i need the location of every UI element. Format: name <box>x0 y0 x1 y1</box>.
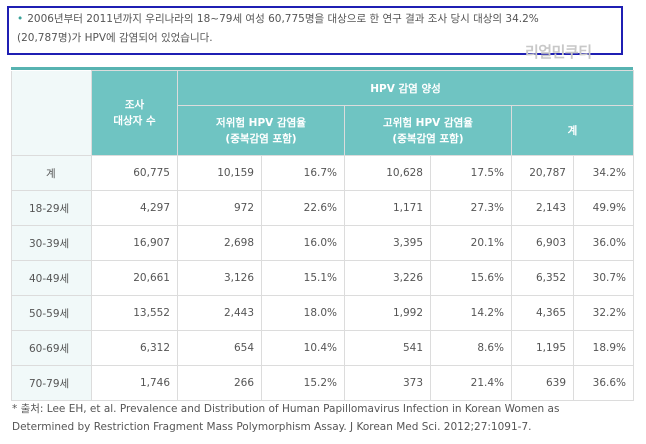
cell-high-count: 3,226 <box>344 260 431 296</box>
cell-low-percent: 15.2% <box>261 365 345 401</box>
cell-subjects: 1,746 <box>91 365 178 401</box>
cell-high-percent: 14.2% <box>430 295 512 331</box>
cell-total-percent: 18.9% <box>572 330 635 366</box>
cell-high-count: 3,395 <box>344 225 431 261</box>
cell-high-percent: 20.1% <box>430 225 512 261</box>
hpv-table-container: 조사 대상자 수 HPV 감염 양성 저위험 HPV 감염율 (중복감염 포함)… <box>11 67 635 401</box>
summary-note-box: • 2006년부터 2011년까지 우리나라의 18~79세 여성 60,775명… <box>7 6 623 55</box>
cell-total-percent: 32.2% <box>572 295 635 331</box>
cell-low-count: 10,159 <box>177 155 262 191</box>
cell-high-percent: 27.3% <box>430 190 512 226</box>
bullet-icon: • <box>17 13 24 25</box>
cell-low-count: 654 <box>177 330 262 366</box>
header-row-1: 조사 대상자 수 HPV 감염 양성 <box>11 70 635 156</box>
blog-watermark: 리얼민쿠티 <box>525 43 592 61</box>
cell-high-count: 541 <box>344 330 431 366</box>
cell-high-count: 1,171 <box>344 190 431 226</box>
cell-subjects: 13,552 <box>91 295 178 331</box>
source-line-1: * 출처: Lee EH, et al. Prevalence and Dist… <box>12 403 560 415</box>
header-high-risk: 고위험 HPV 감염율 (중복감염 포함) <box>344 105 512 156</box>
cell-high-percent: 15.6% <box>430 260 512 296</box>
cell-low-count: 266 <box>177 365 262 401</box>
cell-subjects: 16,907 <box>91 225 178 261</box>
cell-low-percent: 16.7% <box>261 155 345 191</box>
row-label: 30-39세 <box>11 225 92 261</box>
header-subjects: 조사 대상자 수 <box>91 70 178 156</box>
header-corner-cell <box>11 70 92 156</box>
table-row: 60-69세 6,312 654 10.4% 541 8.6% 1,195 18… <box>11 330 635 366</box>
table-row: 계 60,775 10,159 16.7% 10,628 17.5% 20,78… <box>11 155 635 191</box>
row-label: 60-69세 <box>11 330 92 366</box>
cell-total-count: 2,143 <box>511 190 574 226</box>
cell-subjects: 60,775 <box>91 155 178 191</box>
cell-low-count: 2,698 <box>177 225 262 261</box>
source-citation: * 출처: Lee EH, et al. Prevalence and Dist… <box>12 400 638 436</box>
table-row: 40-49세 20,661 3,126 15.1% 3,226 15.6% 6,… <box>11 260 635 296</box>
cell-total-count: 20,787 <box>511 155 574 191</box>
cell-total-percent: 36.6% <box>572 365 635 401</box>
cell-low-count: 2,443 <box>177 295 262 331</box>
cell-low-percent: 16.0% <box>261 225 345 261</box>
cell-subjects: 6,312 <box>91 330 178 366</box>
cell-total-percent: 34.2% <box>572 155 635 191</box>
cell-high-percent: 17.5% <box>430 155 512 191</box>
summary-note-line-2: (20,787명)가 HPV에 감염되어 있었습니다. <box>17 32 213 44</box>
cell-total-percent: 49.9% <box>572 190 635 226</box>
table-row: 70-79세 1,746 266 15.2% 373 21.4% 639 36.… <box>11 365 635 401</box>
table-row: 18-29세 4,297 972 22.6% 1,171 27.3% 2,143… <box>11 190 635 226</box>
hpv-prevalence-table: 조사 대상자 수 HPV 감염 양성 저위험 HPV 감염율 (중복감염 포함)… <box>11 70 635 401</box>
cell-high-percent: 8.6% <box>430 330 512 366</box>
cell-low-percent: 22.6% <box>261 190 345 226</box>
header-total: 계 <box>510 105 635 156</box>
cell-high-count: 10,628 <box>344 155 431 191</box>
cell-low-percent: 18.0% <box>261 295 345 331</box>
cell-total-percent: 30.7% <box>572 260 635 296</box>
cell-low-count: 972 <box>177 190 262 226</box>
row-label: 계 <box>11 155 92 191</box>
row-label: 70-79세 <box>11 365 92 401</box>
row-label: 18-29세 <box>11 190 92 226</box>
table-row: 30-39세 16,907 2,698 16.0% 3,395 20.1% 6,… <box>11 225 635 261</box>
cell-high-count: 373 <box>344 365 431 401</box>
cell-total-count: 6,352 <box>511 260 574 296</box>
header-hpv-positive: HPV 감염 양성 <box>176 70 635 106</box>
header-low-risk: 저위험 HPV 감염율 (중복감염 포함) <box>177 105 345 156</box>
row-label: 50-59세 <box>11 295 92 331</box>
source-line-2: Determined by Restriction Fragment Mass … <box>12 421 532 433</box>
cell-subjects: 4,297 <box>91 190 178 226</box>
summary-note-line-1: • 2006년부터 2011년까지 우리나라의 18~79세 여성 60,775명… <box>17 10 615 29</box>
summary-note-text-1: 2006년부터 2011년까지 우리나라의 18~79세 여성 60,775명을… <box>27 13 539 25</box>
cell-high-percent: 21.4% <box>430 365 512 401</box>
cell-low-count: 3,126 <box>177 260 262 296</box>
cell-low-percent: 10.4% <box>261 330 345 366</box>
cell-total-count: 6,903 <box>511 225 574 261</box>
row-label: 40-49세 <box>11 260 92 296</box>
cell-total-percent: 36.0% <box>572 225 635 261</box>
cell-total-count: 639 <box>511 365 574 401</box>
cell-low-percent: 15.1% <box>261 260 345 296</box>
cell-high-count: 1,992 <box>344 295 431 331</box>
cell-total-count: 4,365 <box>511 295 574 331</box>
table-row: 50-59세 13,552 2,443 18.0% 1,992 14.2% 4,… <box>11 295 635 331</box>
header-row-2: 저위험 HPV 감염율 (중복감염 포함) 고위험 HPV 감염율 (중복감염 … <box>12 105 635 156</box>
cell-subjects: 20,661 <box>91 260 178 296</box>
cell-total-count: 1,195 <box>511 330 574 366</box>
